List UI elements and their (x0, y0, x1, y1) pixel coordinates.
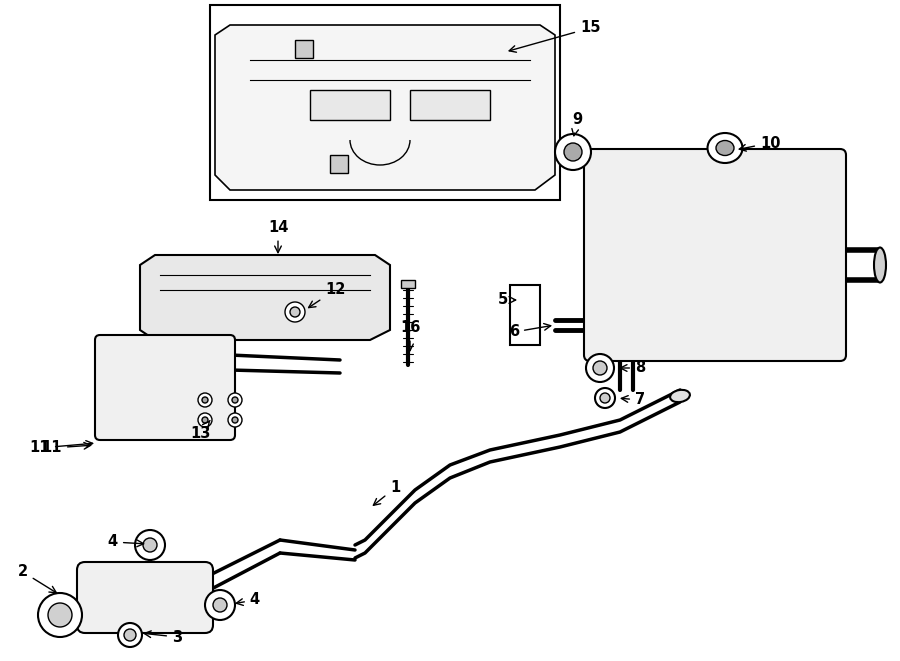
Bar (510, 285, 540, 345)
Circle shape (593, 361, 607, 375)
Circle shape (48, 603, 72, 627)
Circle shape (232, 397, 238, 403)
FancyBboxPatch shape (95, 335, 235, 440)
Text: 14: 14 (268, 221, 288, 253)
Text: 6: 6 (508, 324, 551, 340)
Circle shape (205, 590, 235, 620)
Circle shape (228, 393, 242, 407)
Bar (295, 40, 313, 58)
Circle shape (232, 417, 238, 423)
Ellipse shape (874, 247, 886, 282)
FancyBboxPatch shape (77, 562, 213, 633)
Circle shape (595, 388, 615, 408)
Text: 4: 4 (237, 592, 260, 607)
Bar (330, 155, 348, 173)
Ellipse shape (707, 133, 742, 163)
Text: 11: 11 (41, 440, 91, 455)
Circle shape (564, 143, 582, 161)
Ellipse shape (716, 141, 734, 155)
Text: 1: 1 (374, 481, 400, 505)
Text: 9: 9 (572, 112, 582, 136)
Circle shape (198, 413, 212, 427)
Circle shape (285, 302, 305, 322)
Text: 3: 3 (144, 629, 182, 644)
Circle shape (290, 307, 300, 317)
Bar (401, 280, 415, 288)
Ellipse shape (670, 390, 690, 402)
Circle shape (586, 354, 614, 382)
Text: 13: 13 (190, 420, 211, 440)
Polygon shape (215, 25, 555, 190)
Bar (210, 5, 560, 200)
Text: 7: 7 (621, 393, 645, 407)
Text: 11: 11 (30, 440, 93, 455)
Circle shape (38, 593, 82, 637)
FancyBboxPatch shape (584, 149, 846, 361)
Circle shape (118, 623, 142, 647)
Text: 12: 12 (309, 282, 346, 307)
Circle shape (143, 538, 157, 552)
Circle shape (202, 397, 208, 403)
Text: 2: 2 (18, 564, 57, 593)
Text: 16: 16 (400, 321, 420, 351)
Circle shape (198, 393, 212, 407)
Bar (410, 90, 490, 120)
Circle shape (213, 598, 227, 612)
Text: 15: 15 (509, 20, 600, 52)
Text: 8: 8 (620, 360, 645, 375)
Text: 4: 4 (108, 535, 144, 549)
Bar (310, 90, 390, 120)
Polygon shape (140, 255, 390, 340)
Text: 10: 10 (739, 136, 780, 151)
Text: 5: 5 (498, 293, 516, 307)
Circle shape (600, 393, 610, 403)
Circle shape (124, 629, 136, 641)
Circle shape (555, 134, 591, 170)
Circle shape (202, 417, 208, 423)
Circle shape (135, 530, 165, 560)
Circle shape (228, 413, 242, 427)
